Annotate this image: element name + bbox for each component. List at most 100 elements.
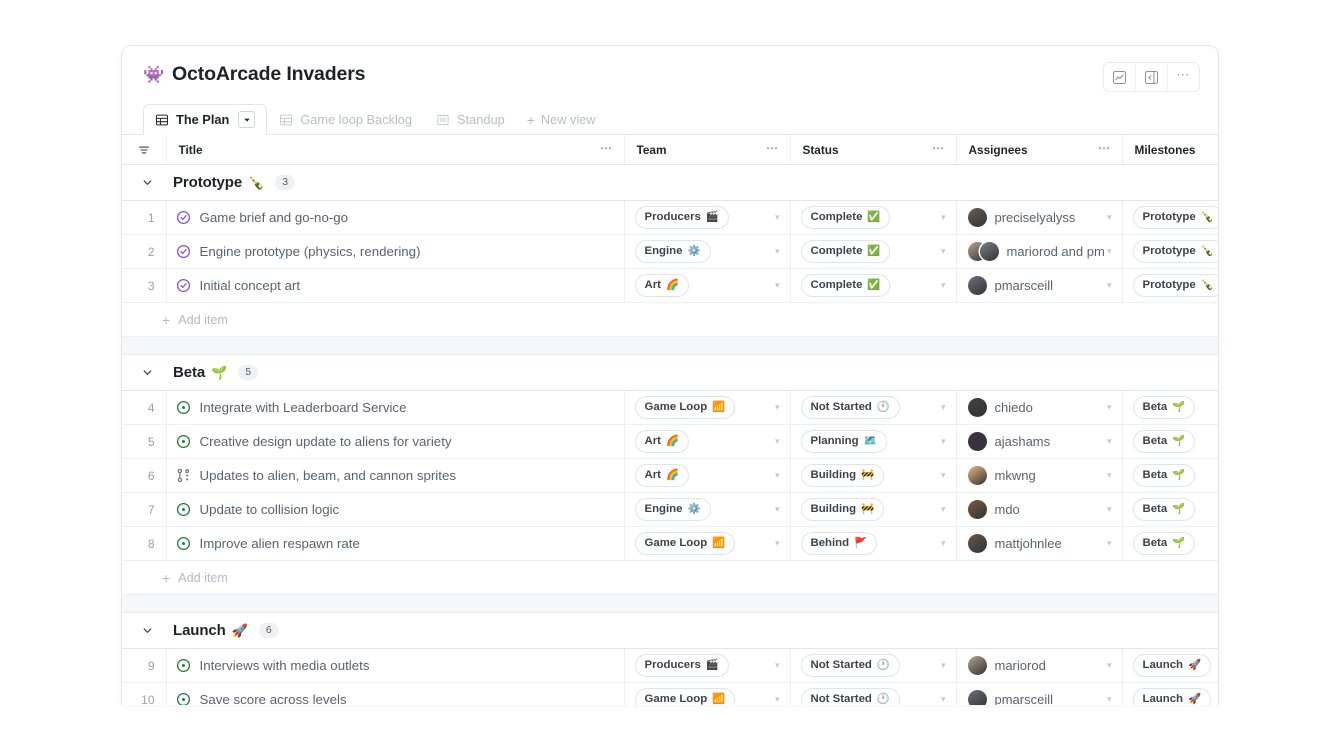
cell-dropdown-caret[interactable]: ▾ (940, 660, 946, 670)
cell-dropdown-caret[interactable]: ▾ (1106, 246, 1112, 256)
team-pill[interactable]: Game Loop 📶 (634, 688, 736, 705)
issue-closed-icon[interactable] (176, 278, 191, 293)
milestone-cell[interactable]: Prototype🍾▾ (1122, 268, 1218, 303)
table-row[interactable]: 3 Initial concept art Art 🌈 ▾ Complete ✅ ▾ pmars… (122, 268, 1218, 303)
team-pill[interactable]: Engine ⚙️ (634, 498, 711, 521)
status-cell[interactable]: Building 🚧 ▾ (790, 492, 957, 527)
cell-dropdown-caret[interactable]: ▾ (940, 538, 946, 548)
status-cell[interactable]: Not Started 🕛 ▾ (790, 682, 957, 705)
draft-pr-icon[interactable] (176, 468, 191, 483)
side-panel-icon[interactable] (1135, 64, 1167, 90)
assignees-cell[interactable]: ajashams ▾ (956, 424, 1123, 459)
team-pill[interactable]: Game Loop 📶 (634, 396, 736, 419)
title-cell[interactable]: Save score across levels (166, 682, 625, 705)
milestone-pill[interactable]: Launch 🚀 (1132, 688, 1212, 705)
issue-closed-icon[interactable] (176, 244, 191, 259)
status-cell[interactable]: Building 🚧 ▾ (790, 458, 957, 493)
milestone-pill[interactable]: Beta 🌱 (1132, 532, 1196, 555)
group-collapse-icon[interactable] (139, 177, 155, 188)
milestone-pill[interactable]: Prototype 🍾 (1132, 206, 1218, 229)
milestone-cell[interactable]: Beta🌱▾ (1122, 458, 1218, 493)
cell-dropdown-caret[interactable]: ▾ (774, 246, 780, 256)
issue-open-icon[interactable] (176, 658, 191, 673)
status-pill[interactable]: Building 🚧 (800, 464, 885, 487)
team-cell[interactable]: Art 🌈 ▾ (624, 458, 791, 493)
cell-dropdown-caret[interactable]: ▾ (774, 660, 780, 670)
table-row[interactable]: 6 Updates to alien, beam, and cannon spri… (122, 458, 1218, 493)
team-cell[interactable]: Engine ⚙️ ▾ (624, 234, 791, 269)
team-pill[interactable]: Game Loop 📶 (634, 532, 736, 555)
status-pill[interactable]: Not Started 🕛 (800, 654, 900, 677)
tab-game-loop-backlog[interactable]: Game loop Backlog (267, 104, 424, 135)
cell-dropdown-caret[interactable]: ▾ (940, 402, 946, 412)
title-cell[interactable]: Updates to alien, beam, and cannon sprit… (166, 458, 625, 493)
assignees-cell[interactable]: mariorod and pm ▾ (956, 234, 1123, 269)
tab-standup[interactable]: Standup (424, 104, 517, 135)
table-row[interactable]: 4 Integrate with Leaderboard Service Game … (122, 390, 1218, 425)
team-pill[interactable]: Art 🌈 (634, 274, 690, 297)
assignees-cell[interactable]: mariorod ▾ (956, 648, 1123, 683)
cell-dropdown-caret[interactable]: ▾ (1106, 538, 1112, 548)
status-cell[interactable]: Not Started 🕛 ▾ (790, 390, 957, 425)
status-pill[interactable]: Complete ✅ (800, 274, 891, 297)
issue-open-icon[interactable] (176, 400, 191, 415)
issue-open-icon[interactable] (176, 692, 191, 705)
cell-dropdown-caret[interactable]: ▾ (1106, 212, 1112, 222)
table-row[interactable]: 2 Engine prototype (physics, rendering) En… (122, 234, 1218, 269)
status-cell[interactable]: Behind 🚩 ▾ (790, 526, 957, 561)
cell-dropdown-caret[interactable]: ▾ (940, 470, 946, 480)
milestone-cell[interactable]: Beta🌱▾ (1122, 492, 1218, 527)
team-cell[interactable]: Game Loop 📶 ▾ (624, 526, 791, 561)
chevron-down-icon[interactable] (238, 111, 256, 128)
column-menu-icon[interactable]: ⋯ (600, 140, 614, 155)
assignees-cell[interactable]: pmarsceill ▾ (956, 268, 1123, 303)
add-item-row[interactable]: + Add item (122, 302, 1218, 337)
table-row[interactable]: 8 Improve alien respawn rate Game Loop 📶 ▾ Be… (122, 526, 1218, 561)
status-pill[interactable]: Building 🚧 (800, 498, 885, 521)
group-header-row[interactable]: Beta 🌱 5 (122, 354, 1218, 391)
status-pill[interactable]: Not Started 🕛 (800, 396, 900, 419)
assignees-cell[interactable]: mdo ▾ (956, 492, 1123, 527)
cell-dropdown-caret[interactable]: ▾ (1106, 470, 1112, 480)
team-pill[interactable]: Engine ⚙️ (634, 240, 711, 263)
table-row[interactable]: 7 Update to collision logic Engine ⚙️ ▾ Build… (122, 492, 1218, 527)
team-pill[interactable]: Art 🌈 (634, 464, 690, 487)
milestone-pill[interactable]: Prototype 🍾 (1132, 240, 1218, 263)
status-pill[interactable]: Complete ✅ (800, 240, 891, 263)
issue-open-icon[interactable] (176, 434, 191, 449)
milestone-pill[interactable]: Beta 🌱 (1132, 430, 1196, 453)
team-pill[interactable]: Art 🌈 (634, 430, 690, 453)
cell-dropdown-caret[interactable]: ▾ (940, 212, 946, 222)
milestone-cell[interactable]: Prototype🍾▾ (1122, 234, 1218, 269)
tab-the-plan[interactable]: The Plan (143, 104, 268, 135)
group-collapse-icon[interactable] (139, 367, 155, 378)
milestone-cell[interactable]: Beta🌱▾ (1122, 526, 1218, 561)
team-cell[interactable]: Game Loop 📶 ▾ (624, 682, 791, 705)
status-pill[interactable]: Complete ✅ (800, 206, 891, 229)
table-row[interactable]: 9 Interviews with media outlets Producers 🎬… (122, 648, 1218, 683)
cell-dropdown-caret[interactable]: ▾ (940, 436, 946, 446)
team-cell[interactable]: Game Loop 📶 ▾ (624, 390, 791, 425)
column-menu-icon[interactable]: ⋯ (932, 140, 946, 155)
milestone-pill[interactable]: Prototype 🍾 (1132, 274, 1218, 297)
cell-dropdown-caret[interactable]: ▾ (774, 212, 780, 222)
cell-dropdown-caret[interactable]: ▾ (1106, 436, 1112, 446)
team-cell[interactable]: Art 🌈 ▾ (624, 424, 791, 459)
cell-dropdown-caret[interactable]: ▾ (774, 504, 780, 514)
status-cell[interactable]: Not Started 🕛 ▾ (790, 648, 957, 683)
issue-open-icon[interactable] (176, 536, 191, 551)
milestone-pill[interactable]: Beta 🌱 (1132, 498, 1196, 521)
cell-dropdown-caret[interactable]: ▾ (940, 246, 946, 256)
status-cell[interactable]: Complete ✅ ▾ (790, 200, 957, 235)
team-pill[interactable]: Producers 🎬 (634, 206, 729, 229)
title-cell[interactable]: Integrate with Leaderboard Service (166, 390, 625, 425)
cell-dropdown-caret[interactable]: ▾ (1106, 402, 1112, 412)
column-menu-icon[interactable]: ⋯ (766, 140, 780, 155)
kebab-icon[interactable]: ⋯ (1167, 64, 1199, 90)
insights-icon[interactable] (1104, 64, 1135, 90)
title-cell[interactable]: Update to collision logic (166, 492, 625, 527)
sort-filter-icon[interactable] (122, 135, 166, 164)
column-menu-icon[interactable]: ⋯ (1098, 140, 1112, 155)
title-cell[interactable]: Improve alien respawn rate (166, 526, 625, 561)
cell-dropdown-caret[interactable]: ▾ (1106, 694, 1112, 704)
